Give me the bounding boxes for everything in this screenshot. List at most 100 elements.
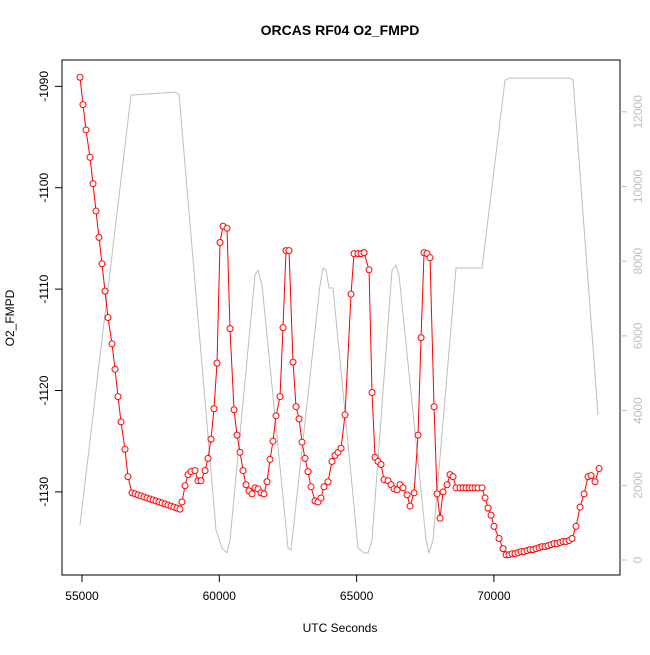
data-point [204, 454, 212, 462]
y2-tick-label: 10000 [631, 169, 645, 203]
data-point [239, 467, 247, 475]
data-point [439, 488, 447, 496]
data-point [210, 405, 218, 413]
x-tick-label: 70000 [477, 589, 511, 603]
data-point [360, 249, 368, 257]
data-point [82, 126, 90, 134]
data-point [304, 468, 312, 476]
data-point [95, 233, 103, 241]
data-point [117, 418, 125, 426]
data-point [449, 473, 457, 481]
data-point [124, 473, 132, 481]
data-point [269, 437, 277, 445]
data-point [377, 460, 385, 468]
data-point [242, 481, 250, 489]
data-point [111, 365, 119, 373]
data-point [89, 180, 97, 188]
data-point [233, 431, 241, 439]
data-point [260, 490, 268, 498]
data-point [403, 491, 411, 499]
y2-tick-label: 0 [631, 556, 645, 563]
y2-tick-label: 2000 [631, 472, 645, 499]
data-point [226, 325, 234, 333]
data-point [317, 494, 325, 502]
data-point [295, 415, 303, 423]
data-point [181, 482, 189, 490]
data-point [213, 359, 221, 367]
data-point [178, 498, 186, 506]
data-point [108, 340, 116, 348]
data-point [320, 483, 328, 491]
y-tick-label: -1100 [37, 173, 51, 203]
data-point [114, 393, 122, 401]
data-point [591, 478, 599, 486]
data-point [568, 535, 576, 543]
data-point [487, 511, 495, 519]
data-point [263, 478, 271, 486]
data-point [292, 403, 300, 411]
data-point [414, 431, 422, 439]
data-point [443, 481, 451, 489]
data-point [478, 484, 486, 492]
data-point [481, 494, 489, 502]
data-point [576, 503, 584, 511]
data-point [76, 73, 84, 81]
data-point [328, 457, 336, 465]
plot-box [61, 59, 621, 576]
data-point [393, 486, 401, 494]
data-point [191, 467, 199, 475]
data-point [368, 389, 376, 397]
y-tick-label: -1120 [37, 375, 51, 405]
y-axis-label: O2_FMPD [3, 289, 17, 346]
y2-tick-label: 8000 [631, 248, 645, 275]
series-line [79, 77, 599, 555]
data-point [236, 448, 244, 456]
data-point [92, 207, 100, 215]
data-point [433, 490, 441, 498]
x-tick-label: 55000 [65, 589, 99, 603]
data-point [301, 454, 309, 462]
data-point [365, 266, 373, 274]
data-point [341, 411, 349, 419]
data-point [324, 478, 332, 486]
data-point [272, 412, 280, 420]
data-point [410, 489, 418, 497]
data-point [436, 514, 444, 522]
data-point [495, 535, 503, 543]
data-point [399, 484, 407, 492]
data-point [289, 358, 297, 366]
data-point [197, 477, 205, 485]
y2-tick-label: 12000 [631, 95, 645, 129]
data-point [176, 505, 184, 513]
data-point [499, 545, 507, 553]
x-tick-label: 65000 [340, 589, 374, 603]
data-point [276, 393, 284, 401]
data-point [104, 314, 112, 321]
data-point [595, 465, 603, 473]
data-point [426, 254, 434, 262]
data-point [406, 502, 414, 510]
x-axis-label: UTC Seconds [303, 621, 378, 635]
data-point [79, 101, 87, 109]
data-point [207, 435, 215, 443]
y2-tick-label: 4000 [631, 397, 645, 424]
data-point [417, 334, 425, 342]
x-tick-label: 60000 [203, 589, 237, 603]
data-point [230, 406, 238, 414]
y-tick-label: -1110 [37, 274, 51, 303]
data-point [223, 224, 231, 232]
data-point [98, 260, 106, 268]
data-point [430, 403, 438, 411]
y-tick-label: -1090 [37, 71, 51, 102]
data-point [298, 438, 306, 446]
data-point [216, 238, 224, 246]
data-point [307, 483, 315, 491]
y2-tick-label: 6000 [631, 322, 645, 349]
data-point [347, 290, 355, 298]
data-point [279, 324, 287, 332]
data-point [490, 522, 498, 530]
data-point [572, 522, 580, 530]
data-point [484, 504, 492, 512]
